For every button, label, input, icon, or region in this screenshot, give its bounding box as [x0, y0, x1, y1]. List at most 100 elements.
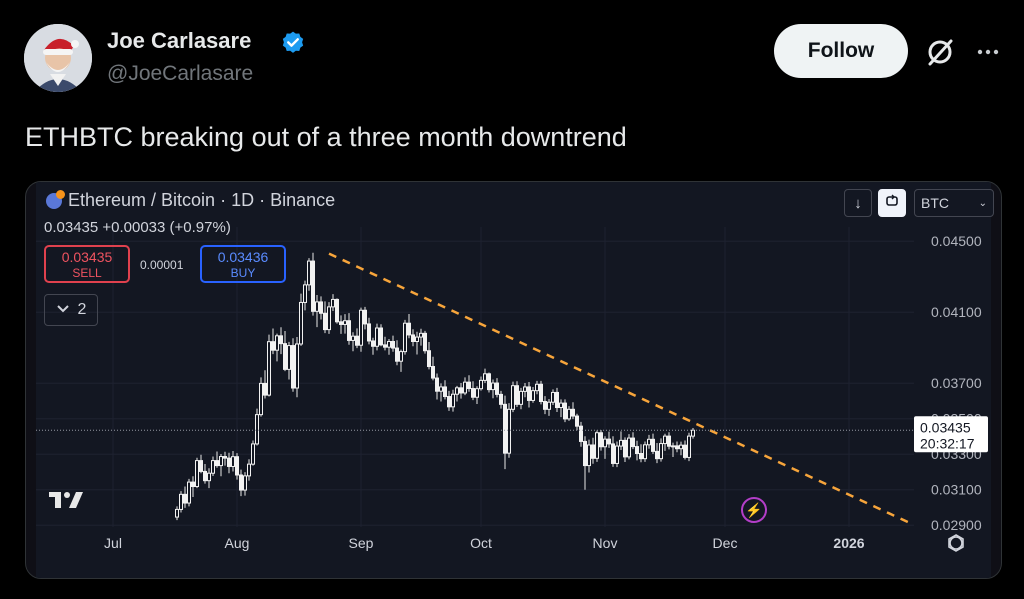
candle-body: [495, 382, 499, 395]
candle-body: [619, 439, 623, 447]
candle-body: [527, 386, 531, 401]
candle-body: [427, 350, 431, 368]
candle-body: [179, 493, 183, 510]
candle-body: [415, 336, 419, 342]
candle-body: [295, 343, 299, 389]
candle-body: [219, 456, 223, 467]
candle-body: [643, 444, 647, 460]
candle-body: [259, 382, 263, 416]
candle-body: [651, 438, 655, 452]
candle-body: [635, 446, 639, 455]
buy-label: BUY: [230, 266, 256, 280]
replay-button[interactable]: [878, 189, 906, 217]
candle-body: [431, 366, 435, 379]
more-options-icon[interactable]: [972, 36, 1004, 73]
candle-body: [507, 408, 511, 454]
candle-body: [263, 382, 267, 396]
tweet-text: ETHBTC breaking out of a three month dow…: [25, 122, 627, 152]
candle-body: [287, 345, 291, 370]
follow-button[interactable]: Follow: [774, 24, 908, 78]
last-price-label: 0.03435: [920, 419, 971, 435]
candle-body: [447, 396, 451, 408]
candle-body: [627, 437, 631, 458]
y-tick-label: 0.03100: [931, 482, 982, 498]
candle-body: [371, 340, 375, 347]
candle-body: [255, 414, 259, 445]
candle-body: [587, 444, 591, 467]
ethereum-bitcoin-icon: [46, 189, 65, 209]
countdown-label: 20:32:17: [920, 435, 975, 451]
candle-body: [267, 341, 271, 396]
currency-select[interactable]: BTC ⌄: [914, 189, 994, 217]
candle-body: [543, 400, 547, 410]
candle-body: [207, 472, 211, 482]
candle-body: [291, 345, 295, 389]
candle-body: [671, 445, 675, 448]
candle-body: [515, 385, 519, 405]
x-tick-label: Aug: [225, 535, 250, 551]
indicator-count: 2: [77, 301, 87, 318]
candle-body: [451, 393, 455, 408]
candle-body: [567, 408, 571, 420]
candle-body: [395, 347, 399, 362]
candle-body: [563, 402, 567, 420]
candle-body: [383, 344, 387, 348]
candle-body: [455, 387, 459, 395]
currency-value: BTC: [921, 195, 949, 211]
grok-icon[interactable]: [924, 36, 956, 73]
candle-body: [491, 382, 495, 391]
settings-gear-icon: [948, 534, 964, 552]
candle-body: [439, 386, 443, 392]
candle-body: [443, 386, 447, 398]
candle-body: [647, 438, 651, 446]
candle-body: [571, 408, 575, 417]
candle-body: [403, 322, 407, 353]
candle-body: [463, 381, 467, 394]
indicators-toggle[interactable]: 2: [44, 294, 98, 326]
chart-image-card[interactable]: 0.045000.041000.037000.035000.033000.031…: [25, 181, 1002, 579]
candle-body: [195, 460, 199, 488]
candle-body: [683, 444, 687, 458]
candle-body: [239, 474, 243, 491]
candle-body: [367, 323, 371, 342]
lightning-icon[interactable]: ⚡: [741, 497, 767, 523]
avatar[interactable]: [24, 24, 92, 92]
last-price-tag: [914, 416, 988, 453]
candle-body: [399, 351, 403, 362]
display-name[interactable]: Joe Carlasare: [107, 28, 252, 53]
settings-gear-icon: [949, 536, 963, 550]
candle-body: [623, 439, 627, 458]
candle-body: [535, 383, 539, 392]
candle-body: [603, 438, 607, 448]
candle-body: [435, 377, 439, 392]
user-handle[interactable]: @JoeCarlasare: [107, 62, 254, 85]
candle-body: [299, 301, 303, 345]
x-tick-label: Sep: [349, 535, 374, 551]
candle-body: [363, 309, 367, 325]
candle-body: [479, 379, 483, 390]
candle-body: [311, 260, 315, 312]
spread-value: 0.00001: [140, 258, 184, 272]
candle-body: [279, 335, 283, 345]
candle-body: [319, 301, 323, 314]
candle-body: [583, 440, 587, 467]
candle-body: [663, 435, 667, 445]
candle-body: [183, 493, 187, 504]
candle-body: [475, 388, 479, 398]
ohlc-readout: 0.03435 +0.00033 (+0.97%): [44, 219, 231, 236]
candle-body: [187, 481, 191, 504]
download-button[interactable]: ↓: [844, 189, 872, 217]
candle-body: [243, 475, 247, 491]
candle-body: [511, 385, 515, 410]
candle-body: [327, 306, 331, 331]
chevron-down-icon: ⌄: [978, 197, 987, 209]
symbol-label[interactable]: Ethereum / Bitcoin · 1D · Binance: [68, 190, 336, 210]
candle-body: [547, 401, 551, 410]
sell-price: 0.03435: [61, 249, 113, 265]
candle-body: [551, 391, 555, 403]
candle-body: [211, 460, 215, 474]
sell-label: SELL: [72, 266, 102, 280]
sell-button[interactable]: 0.03435 SELL: [44, 245, 130, 283]
buy-button[interactable]: 0.03436 BUY: [200, 245, 286, 283]
candle-body: [471, 388, 475, 398]
